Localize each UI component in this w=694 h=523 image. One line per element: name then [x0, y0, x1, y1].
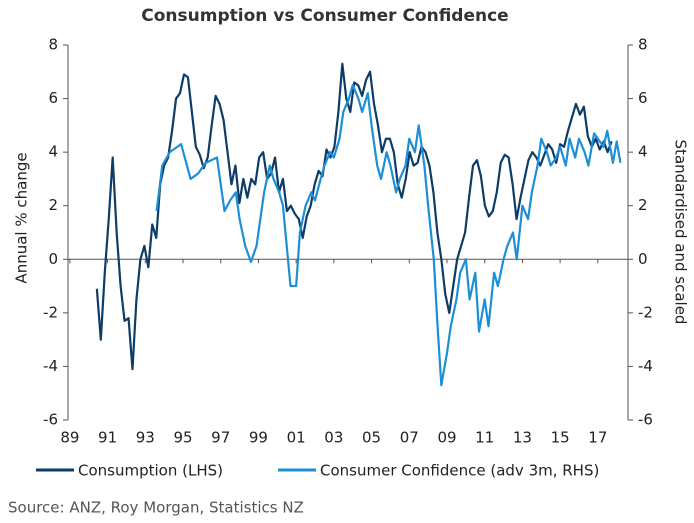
- series-line: [95, 62, 613, 371]
- x-tick-label: 01: [287, 429, 306, 447]
- y-tick-label: -6: [43, 411, 58, 429]
- y-tick-label: -2: [43, 303, 58, 321]
- x-tick-label: 15: [551, 429, 570, 447]
- x-tick-label: 05: [362, 429, 381, 447]
- y2-tick-label: 6: [638, 89, 648, 107]
- x-tick-label: 03: [324, 429, 343, 447]
- y-tick-label: 6: [48, 89, 58, 107]
- y-tick-label: 0: [48, 250, 58, 268]
- x-tick-label: 11: [475, 429, 494, 447]
- x-tick-label: 97: [211, 429, 230, 447]
- series-line: [155, 84, 622, 387]
- y-tick-label: -4: [43, 357, 58, 375]
- y2-tick-label: 0: [638, 250, 648, 268]
- x-tick-label: 91: [98, 429, 117, 447]
- source-note: Source: ANZ, Roy Morgan, Statistics NZ: [8, 499, 304, 517]
- y-axis-label: Annual % change: [13, 152, 31, 283]
- x-tick-label: 17: [588, 429, 607, 447]
- y-tick-label: 8: [48, 36, 58, 54]
- x-tick-label: 07: [400, 429, 419, 447]
- y-tick-label: 4: [48, 143, 58, 161]
- y2-axis-label: Standardised and scaled: [672, 140, 690, 325]
- x-tick-label: 13: [513, 429, 532, 447]
- chart-title: Consumption vs Consumer Confidence: [141, 6, 508, 26]
- y2-tick-label: 4: [638, 143, 648, 161]
- legend-label: Consumer Confidence (adv 3m, RHS): [320, 462, 599, 480]
- y2-tick-label: -4: [638, 357, 653, 375]
- y2-tick-label: 2: [638, 196, 648, 214]
- y-tick-label: 2: [48, 196, 58, 214]
- y2-tick-label: -2: [638, 303, 653, 321]
- y2-tick-label: 8: [638, 36, 648, 54]
- x-tick-label: 09: [437, 429, 456, 447]
- x-tick-label: 95: [173, 429, 192, 447]
- x-tick-label: 99: [249, 429, 268, 447]
- legend-label: Consumption (LHS): [78, 462, 223, 480]
- x-tick-label: 93: [136, 429, 155, 447]
- x-tick-label: 89: [60, 429, 79, 447]
- y2-tick-label: -6: [638, 411, 653, 429]
